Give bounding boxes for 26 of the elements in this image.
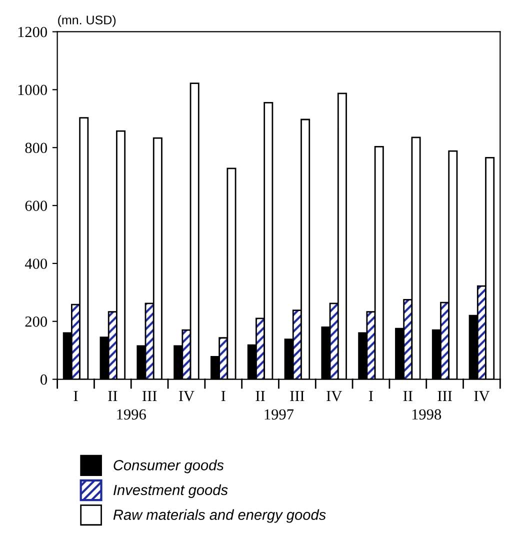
x-tick-label: III bbox=[142, 391, 157, 401]
y-tick-label: 400 bbox=[24, 258, 48, 269]
x-tick-label: II bbox=[403, 391, 412, 401]
legend-label: Raw materials and energy goods bbox=[113, 509, 326, 523]
text: 1998 bbox=[412, 409, 442, 420]
y-tick-label: 800 bbox=[25, 142, 48, 154]
y-tick-label: 600 bbox=[25, 200, 48, 211]
x-tick-label: I bbox=[74, 391, 78, 401]
x-tick-label: I bbox=[221, 391, 226, 401]
x-tick-label: IV bbox=[474, 391, 490, 402]
x-tick-label: I bbox=[369, 391, 373, 401]
x-tick-label: III bbox=[290, 391, 304, 401]
y-axis-title: (mn. USD) bbox=[58, 15, 116, 27]
x-tick-label: IV bbox=[178, 391, 194, 402]
x-tick-label: II bbox=[108, 391, 118, 401]
x-tick-label: II bbox=[256, 391, 265, 401]
text: 1996 bbox=[117, 409, 146, 420]
x-tick-label: III bbox=[438, 391, 452, 401]
legend-label: Investment goods bbox=[114, 484, 228, 498]
text: 1997 bbox=[264, 409, 294, 420]
legend-label: Consumer goods bbox=[114, 460, 224, 474]
x-tick-label: IV bbox=[326, 391, 342, 402]
y-tick-label: 200 bbox=[25, 316, 48, 327]
y-tick-label: 1200 bbox=[18, 26, 48, 38]
y-tick-label: 1000 bbox=[18, 84, 48, 96]
y-tick-label: 0 bbox=[40, 374, 48, 385]
